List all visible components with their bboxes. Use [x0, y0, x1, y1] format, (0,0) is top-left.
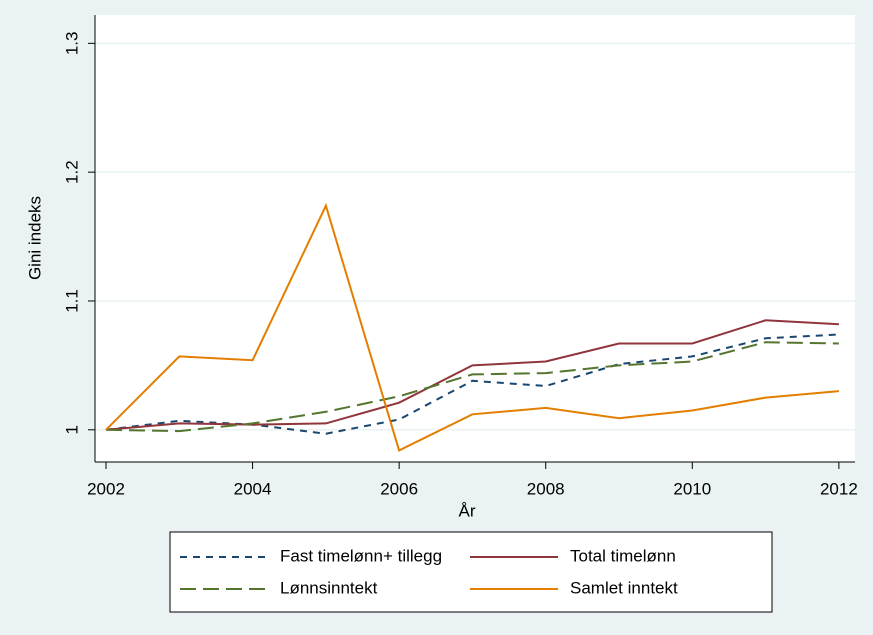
x-tick-label: 2004	[234, 479, 272, 498]
series-line	[105, 341, 839, 433]
plot-area	[95, 15, 855, 462]
y-tick-label: 1.2	[62, 160, 81, 184]
x-tick-label: 2010	[673, 479, 711, 498]
x-axis-label: År	[459, 501, 476, 520]
y-tick-label: 1	[62, 425, 81, 434]
legend-label: Samlet inntekt	[570, 578, 678, 597]
legend-label: Fast timelønn+ tillegg	[280, 546, 442, 565]
legend	[169, 531, 773, 613]
y-tick-label: 1.3	[62, 32, 81, 56]
legend-label: Lønnsinntekt	[280, 578, 378, 597]
series-line	[105, 319, 839, 431]
legend-label: Total timelønn	[570, 546, 676, 565]
y-axis-label: Gini indeks	[25, 196, 44, 280]
x-tick-label: 2006	[380, 479, 418, 498]
y-tick-label: 1.1	[62, 289, 81, 313]
x-tick-label: 2008	[527, 479, 565, 498]
series-line	[105, 202, 839, 452]
x-tick-label: 2012	[820, 479, 858, 498]
x-tick-label: 2002	[87, 479, 125, 498]
